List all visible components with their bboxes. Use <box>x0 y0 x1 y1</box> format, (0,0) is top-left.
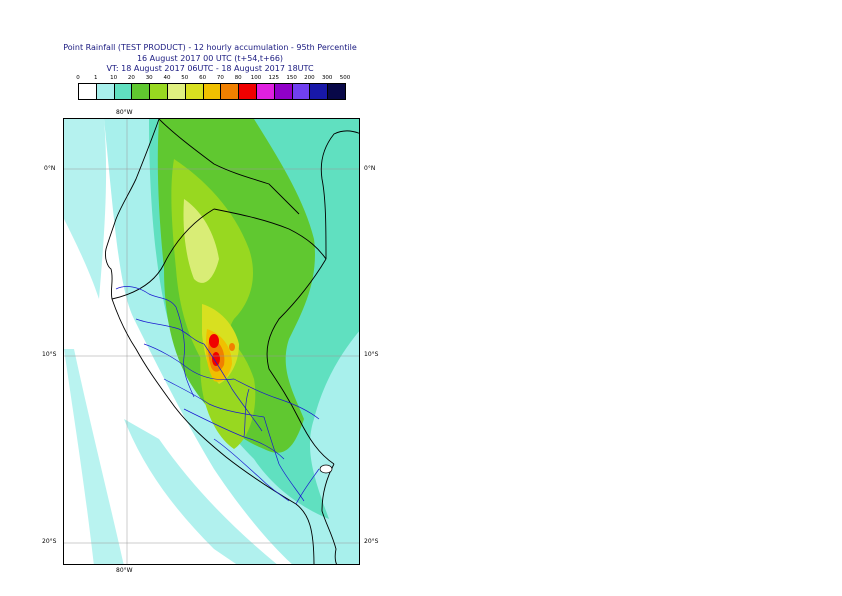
rainfall-shading <box>64 119 359 564</box>
legend-swatch <box>256 83 275 100</box>
lon-label-bottom: 80°W <box>116 567 133 574</box>
lat-label-left-0: 0°N <box>44 165 56 172</box>
region-border-6 <box>213 438 290 502</box>
lat-label-right-10: 10°S <box>364 351 379 358</box>
coastline <box>105 119 315 564</box>
legend-label: 0 <box>76 75 80 81</box>
legend-label: 80 <box>234 75 242 81</box>
legend-label: 200 <box>304 75 315 81</box>
border-peru-colombia <box>213 208 327 260</box>
legend-label: 150 <box>286 75 297 81</box>
legend-label: 1 <box>94 75 98 81</box>
legend-swatch <box>220 83 240 100</box>
border-peru-ecuador <box>111 208 215 300</box>
region-border-1 <box>115 286 177 308</box>
legend-swatch <box>273 83 293 100</box>
map-title: Point Rainfall (TEST PRODUCT) - 12 hourl… <box>63 43 357 52</box>
graticule <box>64 119 359 564</box>
legend-swatch <box>184 83 204 100</box>
legend-swatch <box>131 83 151 100</box>
base-time: 16 August 2017 00 UTC (t+54,t+66) <box>136 54 284 63</box>
region-border-8 <box>203 343 263 432</box>
lat-label-left-20: 20°S <box>42 538 57 545</box>
lat-label-left-10: 10°S <box>42 351 57 358</box>
legend-swatch <box>78 83 97 100</box>
region-border-2 <box>135 318 205 345</box>
legend-label: 40 <box>163 75 171 81</box>
legend-swatch <box>327 83 346 100</box>
lon-label-top: 80°W <box>116 109 133 116</box>
border-peru-brazil <box>266 258 335 465</box>
border-brazil-colombia <box>320 130 359 260</box>
border-peru-bolivia <box>321 463 338 564</box>
rain-band-ocean-cyan-3 <box>64 119 107 299</box>
legend-swatch <box>149 83 168 100</box>
rain-red-core-2 <box>212 352 220 366</box>
region-border-3 <box>143 343 235 381</box>
legend-swatch <box>113 83 133 100</box>
legend-label: 300 <box>321 75 333 81</box>
legend-label: 500 <box>339 75 351 81</box>
country-borders <box>105 119 359 564</box>
legend-label: 125 <box>268 75 280 81</box>
rain-red-core-1 <box>209 334 219 348</box>
rain-band-ocean-cyan-2 <box>124 419 277 564</box>
map-canvas <box>64 119 359 564</box>
legend-swatch <box>202 83 222 100</box>
legend-label: 100 <box>250 75 262 81</box>
legend-label: 70 <box>216 75 224 81</box>
validity-time: VT: 18 August 2017 06UTC - 18 August 201… <box>106 64 314 73</box>
legend-label: 50 <box>181 75 189 81</box>
legend-swatch <box>95 83 115 100</box>
legend-label: 60 <box>199 75 207 81</box>
region-border-10 <box>263 416 305 502</box>
legend-swatch <box>291 83 311 100</box>
rain-red-core-3 <box>229 343 235 351</box>
region-border-12 <box>243 388 250 438</box>
legend-label: 20 <box>127 75 135 81</box>
border-ecuador-colombia <box>158 119 300 215</box>
rain-band-ocean-cyan <box>64 349 124 564</box>
rain-band-ocean <box>64 309 252 564</box>
region-border-9 <box>233 378 320 420</box>
region-border-11 <box>295 468 320 505</box>
region-border-7 <box>175 306 195 398</box>
legend-label: 30 <box>145 75 153 81</box>
legend-swatch <box>167 83 186 100</box>
legend-label: 10 <box>110 75 118 81</box>
legend-swatch <box>309 83 329 100</box>
lat-label-right-0: 0°N <box>364 165 376 172</box>
lat-label-right-20: 20°S <box>364 538 379 545</box>
regional-borders <box>115 286 320 505</box>
rain-paleyellow <box>183 199 219 283</box>
rainfall-map <box>63 118 360 565</box>
region-border-4 <box>163 378 265 418</box>
legend-swatch <box>238 83 257 100</box>
lake-titicaca <box>319 464 333 474</box>
